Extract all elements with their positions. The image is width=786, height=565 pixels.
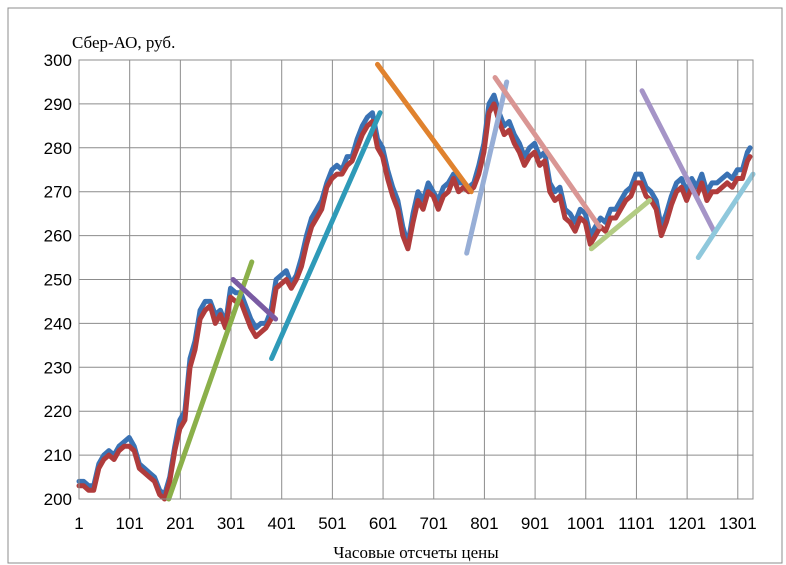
- series-layer: [76, 92, 753, 502]
- x-tick-label: 1301: [719, 514, 757, 533]
- x-tick-label: 901: [521, 514, 549, 533]
- x-axis-title: Часовые отсчеты цены: [333, 543, 499, 562]
- y-tick-label: 230: [44, 358, 72, 377]
- y-tick-label: 240: [44, 314, 72, 333]
- x-tick-label: 401: [268, 514, 296, 533]
- trendline-1: [166, 259, 255, 502]
- trendline-4: [374, 61, 474, 195]
- x-tick-label: 1001: [567, 514, 605, 533]
- y-tick-label: 270: [44, 183, 72, 202]
- x-tick-label: 301: [217, 514, 245, 533]
- trendline-8: [639, 88, 717, 234]
- x-tick-label: 101: [115, 514, 143, 533]
- x-tick-label: 1: [74, 514, 83, 533]
- x-tick-label: 201: [166, 514, 194, 533]
- x-tick-label: 1101: [618, 514, 655, 533]
- trendline-7: [588, 197, 653, 252]
- x-tick-label: 801: [470, 514, 498, 533]
- trendline-layer: [166, 61, 756, 502]
- trendline-5: [464, 79, 510, 256]
- trendline-9: [695, 171, 756, 261]
- y-axis-title: Сбер-АО, руб.: [72, 33, 175, 52]
- trendline-3: [269, 110, 383, 362]
- trendline-6: [492, 75, 602, 230]
- y-tick-label: 210: [44, 446, 72, 465]
- y-tick-label: 250: [44, 271, 72, 290]
- x-tick-label: 601: [369, 514, 397, 533]
- x-tick-labels: 1 101 201 301 401 501 601 701 801 901 1001 1101 1201…: [74, 514, 756, 533]
- x-tick-label: 701: [420, 514, 448, 533]
- y-tick-label: 200: [44, 490, 72, 509]
- trendline-2: [230, 277, 279, 322]
- y-tick-label: 260: [44, 227, 72, 246]
- series-line-2: [76, 101, 753, 502]
- y-tick-label: 290: [44, 95, 72, 114]
- y-tick-label: 280: [44, 139, 72, 158]
- y-tick-label: 220: [44, 402, 72, 421]
- x-tick-label: 501: [318, 514, 346, 533]
- y-tick-label: 300: [44, 51, 72, 70]
- plot-frame: [78, 59, 754, 500]
- x-tick-label: 1201: [668, 514, 706, 533]
- y-tick-labels: 200 210 220 230 240 250 260 270 280 290 300: [44, 51, 72, 509]
